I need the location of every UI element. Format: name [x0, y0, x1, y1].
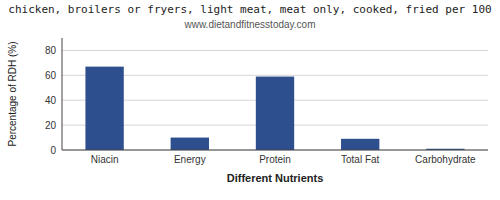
chart-container: chicken, broilers or fryers, light meat,…: [0, 0, 500, 200]
x-tick-label: Total Fat: [341, 154, 380, 165]
chart: chicken, broilers or fryers, light meat,…: [0, 0, 500, 200]
y-axis: 0 20 40 60 80: [45, 45, 488, 156]
bar: [171, 138, 209, 150]
y-tick-label: 0: [50, 145, 56, 156]
grid-line: [62, 50, 488, 51]
bar: [256, 77, 294, 150]
title: chicken, broilers or fryers, light meat,…: [8, 3, 491, 16]
y-tick-label: 60: [45, 70, 57, 81]
x-axis: Niacin Energy Protein Total Fat Carbohydrate: [91, 154, 476, 165]
y-axis-label: Percentage of RDH (%): [7, 41, 18, 146]
x-axis-label: Different Nutrients: [227, 172, 324, 184]
x-tick-label: Carbohydrate: [415, 154, 476, 165]
x-axis-line: [62, 150, 488, 151]
y-tick-label: 80: [45, 45, 57, 56]
bar: [85, 67, 123, 150]
subtitle: www.dietandfitnesstoday.com: [184, 19, 316, 30]
grid-line: [62, 150, 488, 151]
bars: [85, 67, 464, 150]
x-tick-label: Energy: [174, 154, 206, 165]
bar: [341, 139, 379, 150]
y-tick-label: 20: [45, 120, 57, 131]
y-tick-label: 40: [45, 95, 57, 106]
x-tick-label: Protein: [259, 154, 291, 165]
x-tick-label: Niacin: [91, 154, 119, 165]
y-axis-line: [62, 38, 63, 150]
grid-line: [62, 75, 488, 76]
